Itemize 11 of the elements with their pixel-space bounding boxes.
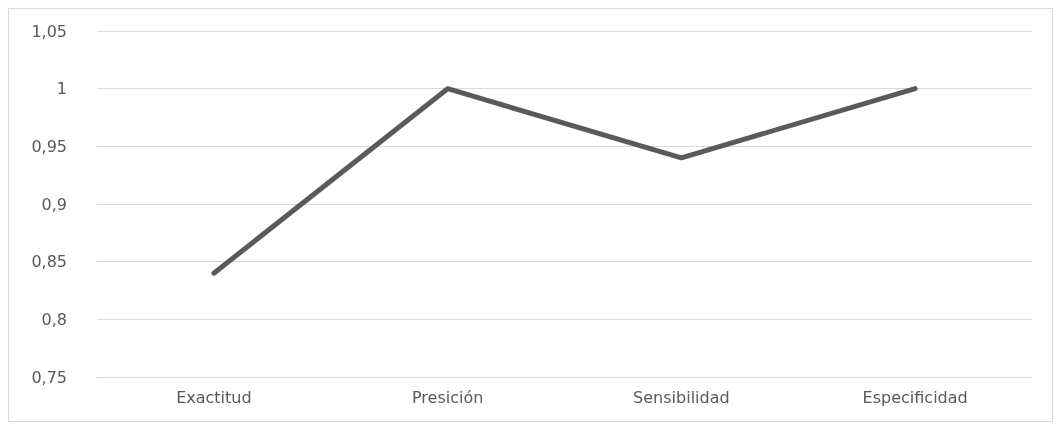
y-tick-label: 0,85 (31, 252, 67, 272)
x-tick-label: Sensibilidad (633, 387, 730, 407)
y-tick-label: 1 (56, 79, 67, 99)
x-tick-label: Presición (411, 387, 484, 407)
y-tick-label: 0,8 (41, 309, 67, 329)
x-tick-label: Exactitud (176, 387, 252, 407)
x-tick-label: Especificidad (862, 387, 968, 407)
y-tick-label: 0,75 (31, 367, 67, 387)
y-tick-label: 1,05 (31, 21, 67, 41)
y-tick-label: 0,9 (41, 194, 67, 214)
y-tick-label: 0,95 (31, 136, 67, 156)
